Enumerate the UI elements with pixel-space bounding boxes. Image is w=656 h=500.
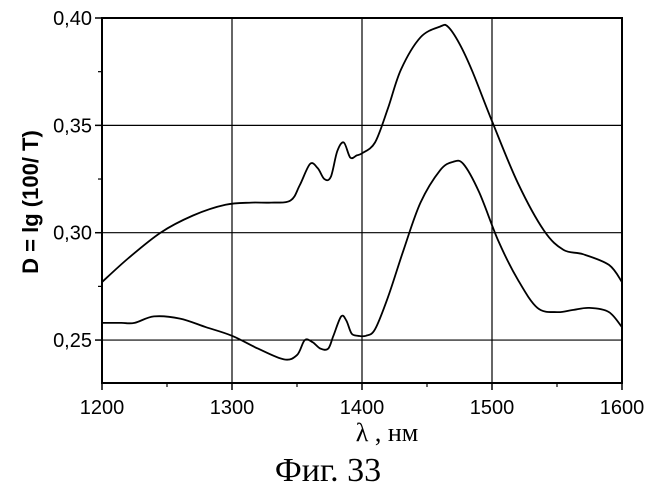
chart: 1200 1300 1400 1500 1600 0,25 0,30 0,35 0,40 D … (0, 0, 656, 452)
y-tick-label: 0,35 (53, 115, 92, 137)
x-tick-label: 1600 (600, 397, 645, 419)
figure-caption: Фиг. 33 (0, 452, 656, 490)
x-tick-label: 1500 (470, 397, 515, 419)
x-tick-label: 1300 (210, 397, 255, 419)
x-axis-label: λ , нм (356, 418, 418, 447)
y-tick-label: 0,40 (53, 8, 92, 30)
y-tick-label: 0,25 (53, 330, 92, 352)
x-tick-labels: 1200 1300 1400 1500 1600 (80, 397, 645, 419)
x-tick-label: 1400 (340, 397, 385, 419)
y-axis-label: D = lg (100/ T) (18, 130, 43, 274)
tick-marks (95, 18, 622, 390)
grid-lines (102, 18, 622, 383)
x-tick-label: 1200 (80, 397, 125, 419)
y-tick-labels: 0,25 0,30 0,35 0,40 (53, 8, 92, 352)
y-tick-label: 0,30 (53, 223, 92, 245)
